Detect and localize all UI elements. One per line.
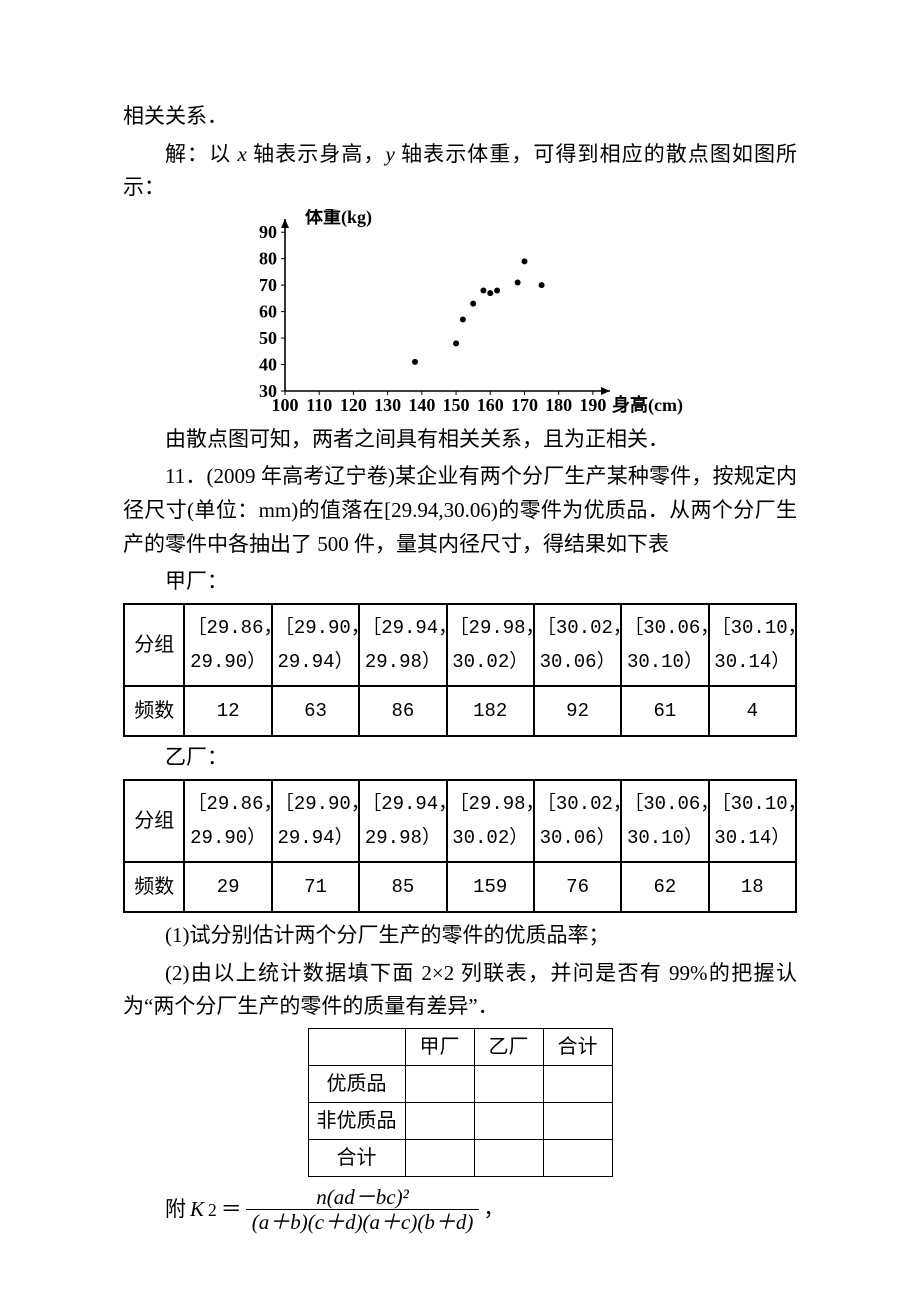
- group-cell: ［29.98，30.02）: [447, 780, 534, 862]
- ct-cell: [543, 1139, 612, 1176]
- svg-text:80: 80: [259, 248, 277, 268]
- group-cell: ［30.06，30.10）: [621, 780, 708, 862]
- freq-cell: 18: [709, 862, 796, 912]
- freq-cell: 12: [184, 686, 271, 736]
- ct-h1: 甲厂: [405, 1028, 474, 1065]
- svg-text:130: 130: [374, 395, 401, 415]
- freq-header: 频数: [124, 862, 184, 912]
- freq-cell: 71: [272, 862, 359, 912]
- group-cell: ［29.98，30.02）: [447, 604, 534, 686]
- freq-header: 频数: [124, 686, 184, 736]
- sol-mid: 轴表示身高，: [247, 142, 386, 166]
- factory-b-table: 分组［29.86，29.90）［29.90，29.94）［29.94，29.98…: [123, 779, 797, 913]
- group-header: 分组: [124, 604, 184, 686]
- group-cell: ［30.06，30.10）: [621, 604, 708, 686]
- labelA: 甲厂：: [123, 565, 797, 599]
- ct-blank: [308, 1028, 405, 1065]
- ct-row-total: 合计: [308, 1139, 612, 1176]
- ct-cell: [405, 1102, 474, 1139]
- scatter-conclusion: 由散点图可知，两者之间具有相关关系，且为正相关．: [123, 423, 797, 457]
- freq-cell: 4: [709, 686, 796, 736]
- solution-intro: 解：以 x 轴表示身高，y 轴表示体重，可得到相应的散点图如图所示：: [123, 138, 797, 205]
- freq-cell: 61: [621, 686, 708, 736]
- group-cell: ［30.02，30.06）: [534, 780, 621, 862]
- formula-pre: 附: [123, 1193, 186, 1227]
- q11-part2: (2)由以上统计数据填下面 2×2 列联表，并问是否有 99%的把握认为“两个分…: [123, 957, 797, 1024]
- k2-formula: 附 K2 ＝ n(ad－bc)² (a＋b)(c＋d)(a＋c)(b＋d) ，: [123, 1185, 797, 1234]
- ct-row-bad: 非优质品: [308, 1102, 612, 1139]
- svg-text:190: 190: [579, 395, 606, 415]
- group-cell: ［29.94，29.98）: [359, 604, 446, 686]
- svg-text:70: 70: [259, 275, 277, 295]
- formula-fraction: n(ad－bc)² (a＋b)(c＋d)(a＋c)(b＋d): [246, 1185, 480, 1234]
- freq-cell: 85: [359, 862, 446, 912]
- sol-x: x: [237, 142, 246, 166]
- contingency-table: 甲厂 乙厂 合计 优质品 非优质品 合计: [308, 1028, 613, 1177]
- group-cell: ［29.86，29.90）: [184, 780, 271, 862]
- q11-no: 11．: [165, 464, 207, 488]
- group-cell: ［29.94，29.98）: [359, 780, 446, 862]
- q11-text: 11．(2009 年高考辽宁卷)某企业有两个分厂生产某种零件，按规定内径尺寸(单…: [123, 460, 797, 561]
- ct-cell: [474, 1102, 543, 1139]
- ct-header-row: 甲厂 乙厂 合计: [308, 1028, 612, 1065]
- svg-text:140: 140: [408, 395, 435, 415]
- freq-cell: 92: [534, 686, 621, 736]
- ct-row-good: 优质品: [308, 1065, 612, 1102]
- svg-text:身高(cm): 身高(cm): [612, 394, 683, 416]
- ct-h2: 乙厂: [474, 1028, 543, 1065]
- freq-cell: 182: [447, 686, 534, 736]
- svg-text:90: 90: [259, 222, 277, 242]
- svg-text:50: 50: [259, 328, 277, 348]
- ct-cell: [405, 1065, 474, 1102]
- formula-den: (a＋b)(c＋d)(a＋c)(b＋d): [246, 1210, 480, 1234]
- svg-text:60: 60: [259, 301, 277, 321]
- svg-text:150: 150: [443, 395, 470, 415]
- formula-K: K: [190, 1193, 204, 1227]
- rel-line: 相关关系．: [123, 100, 797, 134]
- svg-text:120: 120: [340, 395, 367, 415]
- sol-y: y: [385, 142, 394, 166]
- svg-text:170: 170: [511, 395, 538, 415]
- svg-text:40: 40: [259, 354, 277, 374]
- ct-r3: 合计: [308, 1139, 405, 1176]
- freq-cell: 29: [184, 862, 271, 912]
- formula-eq: ＝: [221, 1193, 242, 1227]
- ct-cell: [543, 1102, 612, 1139]
- ct-h3: 合计: [543, 1028, 612, 1065]
- formula-sup: 2: [208, 1196, 217, 1224]
- group-cell: ［29.90，29.94）: [272, 780, 359, 862]
- scatter-plot: 1001101201301401501601701801903040506070…: [230, 209, 690, 419]
- group-cell: ［30.02，30.06）: [534, 604, 621, 686]
- group-header: 分组: [124, 780, 184, 862]
- q11-part1: (1)试分别估计两个分厂生产的零件的优质品率；: [123, 919, 797, 953]
- labelB: 乙厂：: [123, 741, 797, 775]
- ct-cell: [474, 1065, 543, 1102]
- svg-text:110: 110: [306, 395, 332, 415]
- freq-cell: 62: [621, 862, 708, 912]
- svg-text:体重(kg): 体重(kg): [305, 209, 372, 228]
- svg-text:160: 160: [477, 395, 504, 415]
- svg-text:180: 180: [545, 395, 572, 415]
- formula-post: ，: [483, 1193, 504, 1227]
- freq-cell: 159: [447, 862, 534, 912]
- group-cell: ［30.10，30.14）: [709, 604, 796, 686]
- group-cell: ［29.90，29.94）: [272, 604, 359, 686]
- ct-cell: [474, 1139, 543, 1176]
- factory-a-table: 分组［29.86，29.90）［29.90，29.94）［29.94，29.98…: [123, 603, 797, 737]
- formula-num: n(ad－bc)²: [310, 1185, 415, 1209]
- q11-src: (2009 年高考辽宁卷): [207, 464, 395, 488]
- ct-r1: 优质品: [308, 1065, 405, 1102]
- group-cell: ［30.10，30.14）: [709, 780, 796, 862]
- sol-pre: 解：以: [165, 142, 237, 166]
- freq-cell: 63: [272, 686, 359, 736]
- group-cell: ［29.86，29.90）: [184, 604, 271, 686]
- svg-text:30: 30: [259, 381, 277, 401]
- freq-cell: 86: [359, 686, 446, 736]
- ct-cell: [543, 1065, 612, 1102]
- ct-cell: [405, 1139, 474, 1176]
- ct-r2: 非优质品: [308, 1102, 405, 1139]
- freq-cell: 76: [534, 862, 621, 912]
